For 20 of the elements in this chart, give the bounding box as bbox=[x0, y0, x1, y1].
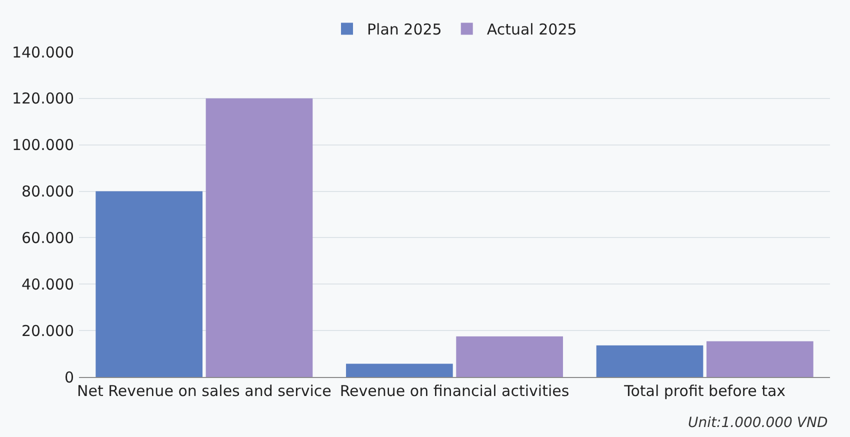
y-tick-label: 20.000 bbox=[22, 322, 74, 340]
y-tick-label: 0 bbox=[64, 368, 74, 386]
y-tick-label: 40.000 bbox=[22, 275, 74, 294]
legend-label: Plan 2025 bbox=[367, 20, 442, 39]
y-tick-label: 140.000 bbox=[12, 43, 74, 62]
legend-label: Actual 2025 bbox=[486, 20, 577, 39]
x-tick-label: Revenue on financial activities bbox=[340, 382, 570, 400]
bar bbox=[456, 336, 563, 377]
y-tick-label: 100.000 bbox=[12, 136, 74, 154]
bar bbox=[346, 364, 453, 377]
y-tick-label: 120.000 bbox=[12, 90, 74, 108]
y-tick-label: 80.000 bbox=[22, 182, 74, 201]
bar bbox=[706, 341, 814, 377]
bar bbox=[96, 191, 203, 377]
x-tick-label: Total profit before tax bbox=[623, 382, 786, 400]
bar bbox=[206, 98, 313, 377]
y-tick-label: 60.000 bbox=[22, 228, 74, 247]
text: Unit:1.000.000 VND bbox=[688, 415, 828, 431]
bar bbox=[596, 345, 704, 377]
x-tick-label: Net Revenue on sales and service bbox=[76, 382, 332, 400]
